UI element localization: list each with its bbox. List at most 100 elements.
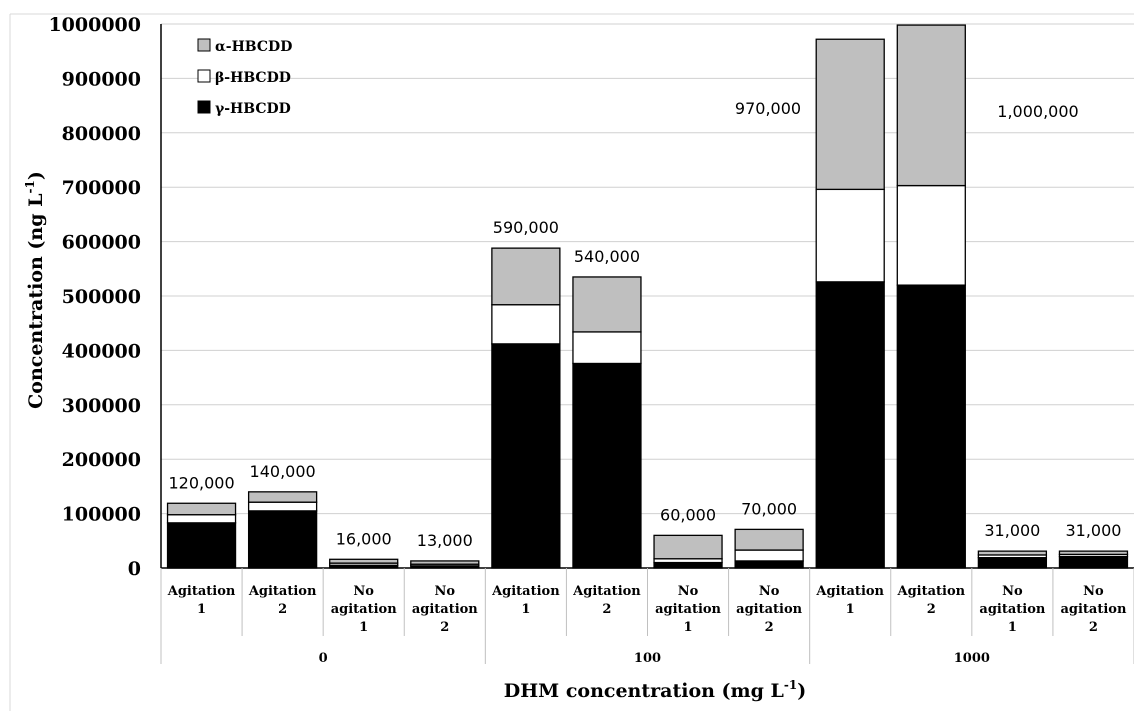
bar-segment — [572, 276, 642, 333]
y-tick-label: 1000000 — [48, 14, 141, 36]
x-tick-label: agitation — [412, 602, 478, 617]
x-tick-label: 1 — [197, 602, 206, 617]
y-tick-label: 300000 — [62, 395, 141, 417]
x-tick-label: 2 — [927, 602, 936, 617]
bar-segment — [896, 24, 966, 187]
bar-segment — [734, 528, 804, 551]
group-label: 100 — [634, 651, 661, 666]
bar-segment — [166, 502, 237, 516]
total-label: 590,000 — [493, 218, 559, 237]
x-tick-label: 2 — [440, 620, 449, 635]
x-tick-label: No — [1083, 584, 1104, 599]
total-label: 16,000 — [336, 529, 392, 548]
x-axis: Agitation 1 Agitation 2 No agitation 1 No agitat… — [160, 567, 1134, 666]
legend: α-HBCDD β-HBCDD γ-HBCDD — [197, 38, 292, 117]
x-tick-label: Agitation — [248, 584, 317, 599]
x-tick-label: 1 — [521, 602, 530, 617]
total-labels: 120,000 140,000 16,000 13,000 590,000 540,000… — [168, 99, 1121, 550]
y-tick-label: 600000 — [62, 232, 141, 254]
bar-segment — [247, 501, 318, 512]
total-label: 70,000 — [741, 499, 797, 518]
x-axis-title-sup: -1 — [784, 678, 797, 692]
x-tick-label: 2 — [602, 602, 611, 617]
bars — [166, 24, 1129, 569]
total-label: 540,000 — [574, 247, 640, 266]
x-tick-label: Agitation — [896, 584, 965, 599]
x-tick-label: 1 — [1008, 620, 1017, 635]
group-label: 1000 — [954, 651, 990, 666]
x-tick-label: No — [435, 584, 456, 599]
bar-segment — [977, 557, 1048, 569]
legend-swatch — [197, 38, 211, 52]
gridlines — [160, 23, 1134, 568]
bar-segment — [247, 491, 318, 503]
bar-segment — [896, 284, 966, 569]
x-tick-label: Agitation — [572, 584, 641, 599]
x-tick-label: 2 — [278, 602, 287, 617]
bar-segment — [1058, 555, 1129, 569]
bar-segment — [329, 558, 399, 564]
x-axis-title: DHM concentration (mg L-1) — [504, 678, 807, 702]
x-tick-label: agitation — [1060, 602, 1126, 617]
x-tick-label: agitation — [979, 602, 1045, 617]
bar-segment — [734, 549, 804, 562]
y-tick-labels: 0 100000 200000 300000 400000 500000 600000 700… — [48, 14, 141, 580]
y-axis-title: Concentration (ng L-1) — [23, 171, 47, 409]
bar-segment — [247, 510, 318, 569]
x-tick-label: 2 — [1089, 620, 1098, 635]
legend-swatch — [197, 69, 211, 83]
x-tick-label: 1 — [846, 602, 855, 617]
bar-segment — [815, 281, 885, 569]
y-tick-label: 800000 — [62, 123, 141, 145]
legend-swatch — [197, 100, 211, 114]
bar-segment — [410, 560, 480, 565]
x-tick-label: agitation — [331, 602, 397, 617]
bar-segment — [815, 38, 885, 191]
x-axis-title-suffix: ) — [797, 680, 806, 702]
y-tick-label: 400000 — [62, 340, 141, 362]
x-tick-label: 2 — [765, 620, 774, 635]
bar-segment — [1058, 550, 1129, 556]
x-tick-label: 1 — [359, 620, 368, 635]
y-tick-label: 200000 — [62, 449, 141, 471]
y-tick-label: 100000 — [62, 504, 141, 526]
total-label: 13,000 — [417, 531, 473, 550]
x-tick-label: No — [1002, 584, 1023, 599]
x-axis-title-main: DHM concentration (mg L — [504, 680, 784, 702]
x-tick-label: Agitation — [167, 584, 236, 599]
bar-segment — [977, 550, 1048, 556]
y-tick-label: 900000 — [62, 68, 141, 90]
group-label: 0 — [319, 651, 328, 666]
x-tick-label: No — [759, 584, 780, 599]
x-tick-label: 1 — [684, 620, 693, 635]
bar-segment — [166, 514, 237, 524]
legend-label: γ-HBCDD — [215, 101, 291, 117]
bar-segment — [815, 188, 885, 283]
y-axis-title-sup: -1 — [23, 180, 37, 193]
total-label: 120,000 — [168, 473, 234, 492]
x-tick-label: agitation — [655, 602, 721, 617]
bar-segment — [572, 362, 642, 569]
legend-label: α-HBCDD — [215, 39, 292, 55]
bar-segment — [734, 560, 804, 569]
total-label: 970,000 — [735, 99, 801, 118]
y-tick-label: 500000 — [62, 286, 141, 308]
bar-segment — [491, 247, 561, 306]
x-tick-label: No — [678, 584, 699, 599]
bar-segment — [491, 343, 561, 569]
bar-segment — [653, 534, 723, 560]
bar-segment — [896, 184, 966, 286]
x-tick-label: agitation — [736, 602, 802, 617]
legend-label: β-HBCDD — [215, 70, 291, 86]
x-tick-label: Agitation — [491, 584, 560, 599]
bar-segment — [572, 331, 642, 365]
total-label: 140,000 — [250, 462, 316, 481]
y-tick-label: 0 — [128, 558, 141, 580]
bar-segment — [491, 304, 561, 345]
total-label: 31,000 — [984, 521, 1040, 540]
total-label: 31,000 — [1065, 521, 1121, 540]
y-axis-title-suffix: ) — [25, 171, 47, 180]
bar-segment — [166, 522, 237, 569]
bar-segment — [653, 561, 723, 569]
